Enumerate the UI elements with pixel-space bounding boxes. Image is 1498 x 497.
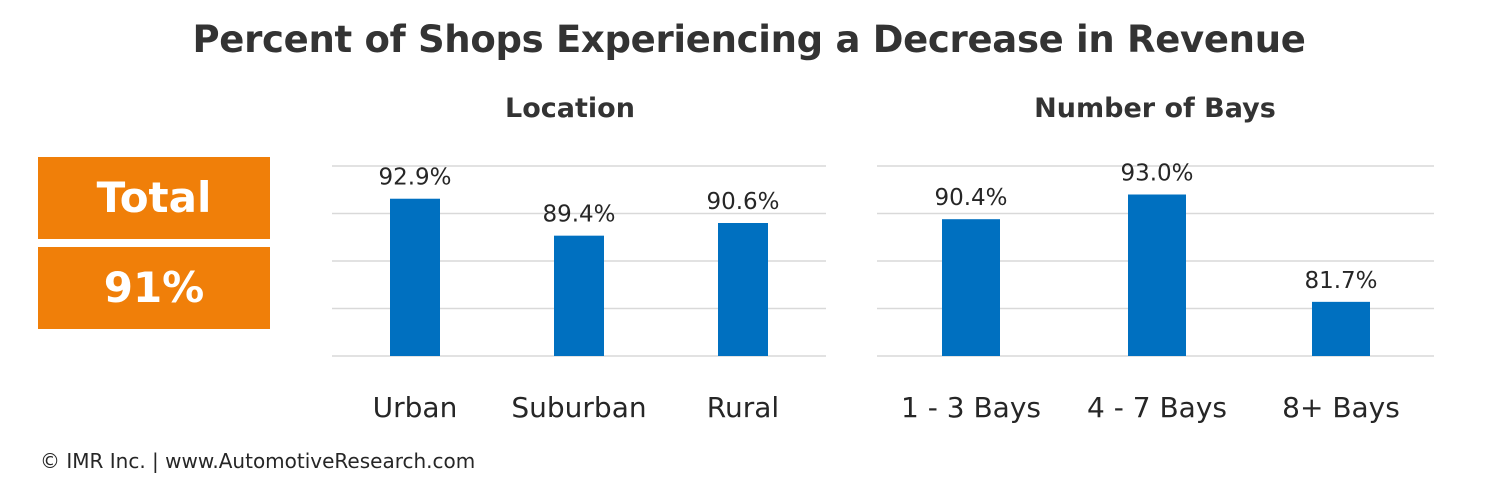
chart-title: Location xyxy=(505,93,635,124)
data-label: 92.9% xyxy=(378,165,451,191)
category-label: Suburban xyxy=(511,391,646,424)
bar xyxy=(1312,301,1370,356)
category-label: Rural xyxy=(707,391,779,424)
category-label: 4 - 7 Bays xyxy=(1087,391,1227,424)
total-label: Total xyxy=(96,173,212,222)
data-label: 93.0% xyxy=(1120,161,1193,187)
data-label: 89.4% xyxy=(542,202,615,228)
bar xyxy=(554,235,604,356)
data-label: 81.7% xyxy=(1304,268,1377,294)
data-label: 90.4% xyxy=(934,185,1007,211)
total-value: 91% xyxy=(103,263,205,312)
total-label-box: Total xyxy=(38,157,270,239)
data-label: 90.6% xyxy=(706,189,779,215)
category-label: 1 - 3 Bays xyxy=(901,391,1041,424)
total-value-box: 91% xyxy=(38,247,270,329)
bar xyxy=(942,219,1000,356)
page-title: Percent of Shops Experiencing a Decrease… xyxy=(192,18,1306,61)
footer-credit: © IMR Inc. | www.AutomotiveResearch.com xyxy=(40,449,476,473)
bar xyxy=(390,198,440,356)
bar xyxy=(1128,194,1186,356)
chart-title: Number of Bays xyxy=(1034,93,1276,124)
category-label: 8+ Bays xyxy=(1282,391,1400,424)
category-label: Urban xyxy=(373,391,458,424)
bar xyxy=(718,223,768,356)
